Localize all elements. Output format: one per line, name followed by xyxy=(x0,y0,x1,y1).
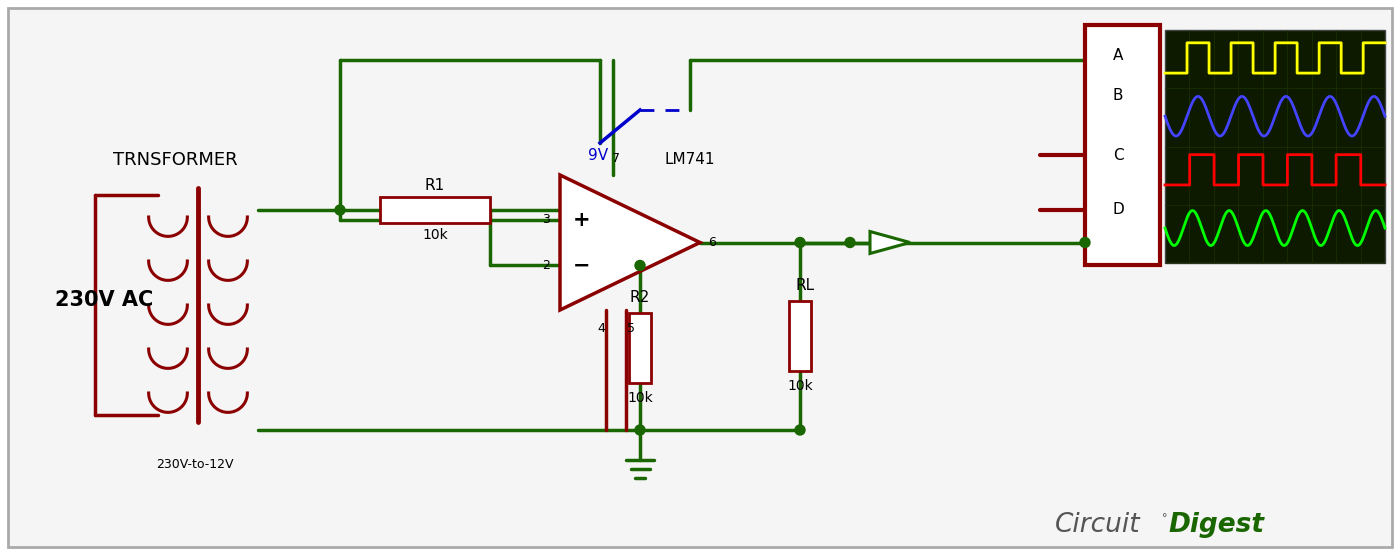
Circle shape xyxy=(636,260,645,270)
Text: A: A xyxy=(1113,48,1123,63)
Bar xyxy=(1165,30,1385,263)
Text: D: D xyxy=(1113,203,1124,218)
Bar xyxy=(379,197,490,223)
Text: 6: 6 xyxy=(708,236,715,249)
Circle shape xyxy=(1079,238,1091,248)
Circle shape xyxy=(795,425,805,435)
Text: +: + xyxy=(573,210,591,230)
Text: B: B xyxy=(1113,88,1123,103)
Text: 230V-to-12V: 230V-to-12V xyxy=(157,458,234,472)
Circle shape xyxy=(795,238,805,248)
Polygon shape xyxy=(560,175,700,310)
Bar xyxy=(629,312,651,383)
Text: 7: 7 xyxy=(612,152,620,165)
Text: C: C xyxy=(1113,148,1124,163)
Text: 10k: 10k xyxy=(423,228,448,242)
Text: R2: R2 xyxy=(630,290,650,305)
Polygon shape xyxy=(869,231,910,254)
Bar xyxy=(790,301,811,371)
Text: TRNSFORMER: TRNSFORMER xyxy=(112,151,238,169)
Text: 10k: 10k xyxy=(627,391,652,405)
Circle shape xyxy=(335,205,344,215)
Text: 10k: 10k xyxy=(787,379,813,393)
Text: R1: R1 xyxy=(424,178,445,193)
Text: 9V: 9V xyxy=(588,149,608,164)
Text: Digest: Digest xyxy=(1168,512,1264,538)
Text: 2: 2 xyxy=(542,259,550,272)
Bar xyxy=(1085,25,1161,265)
Text: LM741: LM741 xyxy=(665,153,715,168)
Text: 230V AC: 230V AC xyxy=(55,290,153,310)
Text: RL: RL xyxy=(795,278,815,293)
Text: −: − xyxy=(573,255,591,275)
Text: 5: 5 xyxy=(627,322,634,335)
Circle shape xyxy=(846,238,855,248)
Text: °: ° xyxy=(1162,513,1168,523)
Text: 3: 3 xyxy=(542,213,550,226)
Text: 4: 4 xyxy=(598,322,605,335)
Text: Circuit: Circuit xyxy=(1056,512,1141,538)
Circle shape xyxy=(636,425,645,435)
